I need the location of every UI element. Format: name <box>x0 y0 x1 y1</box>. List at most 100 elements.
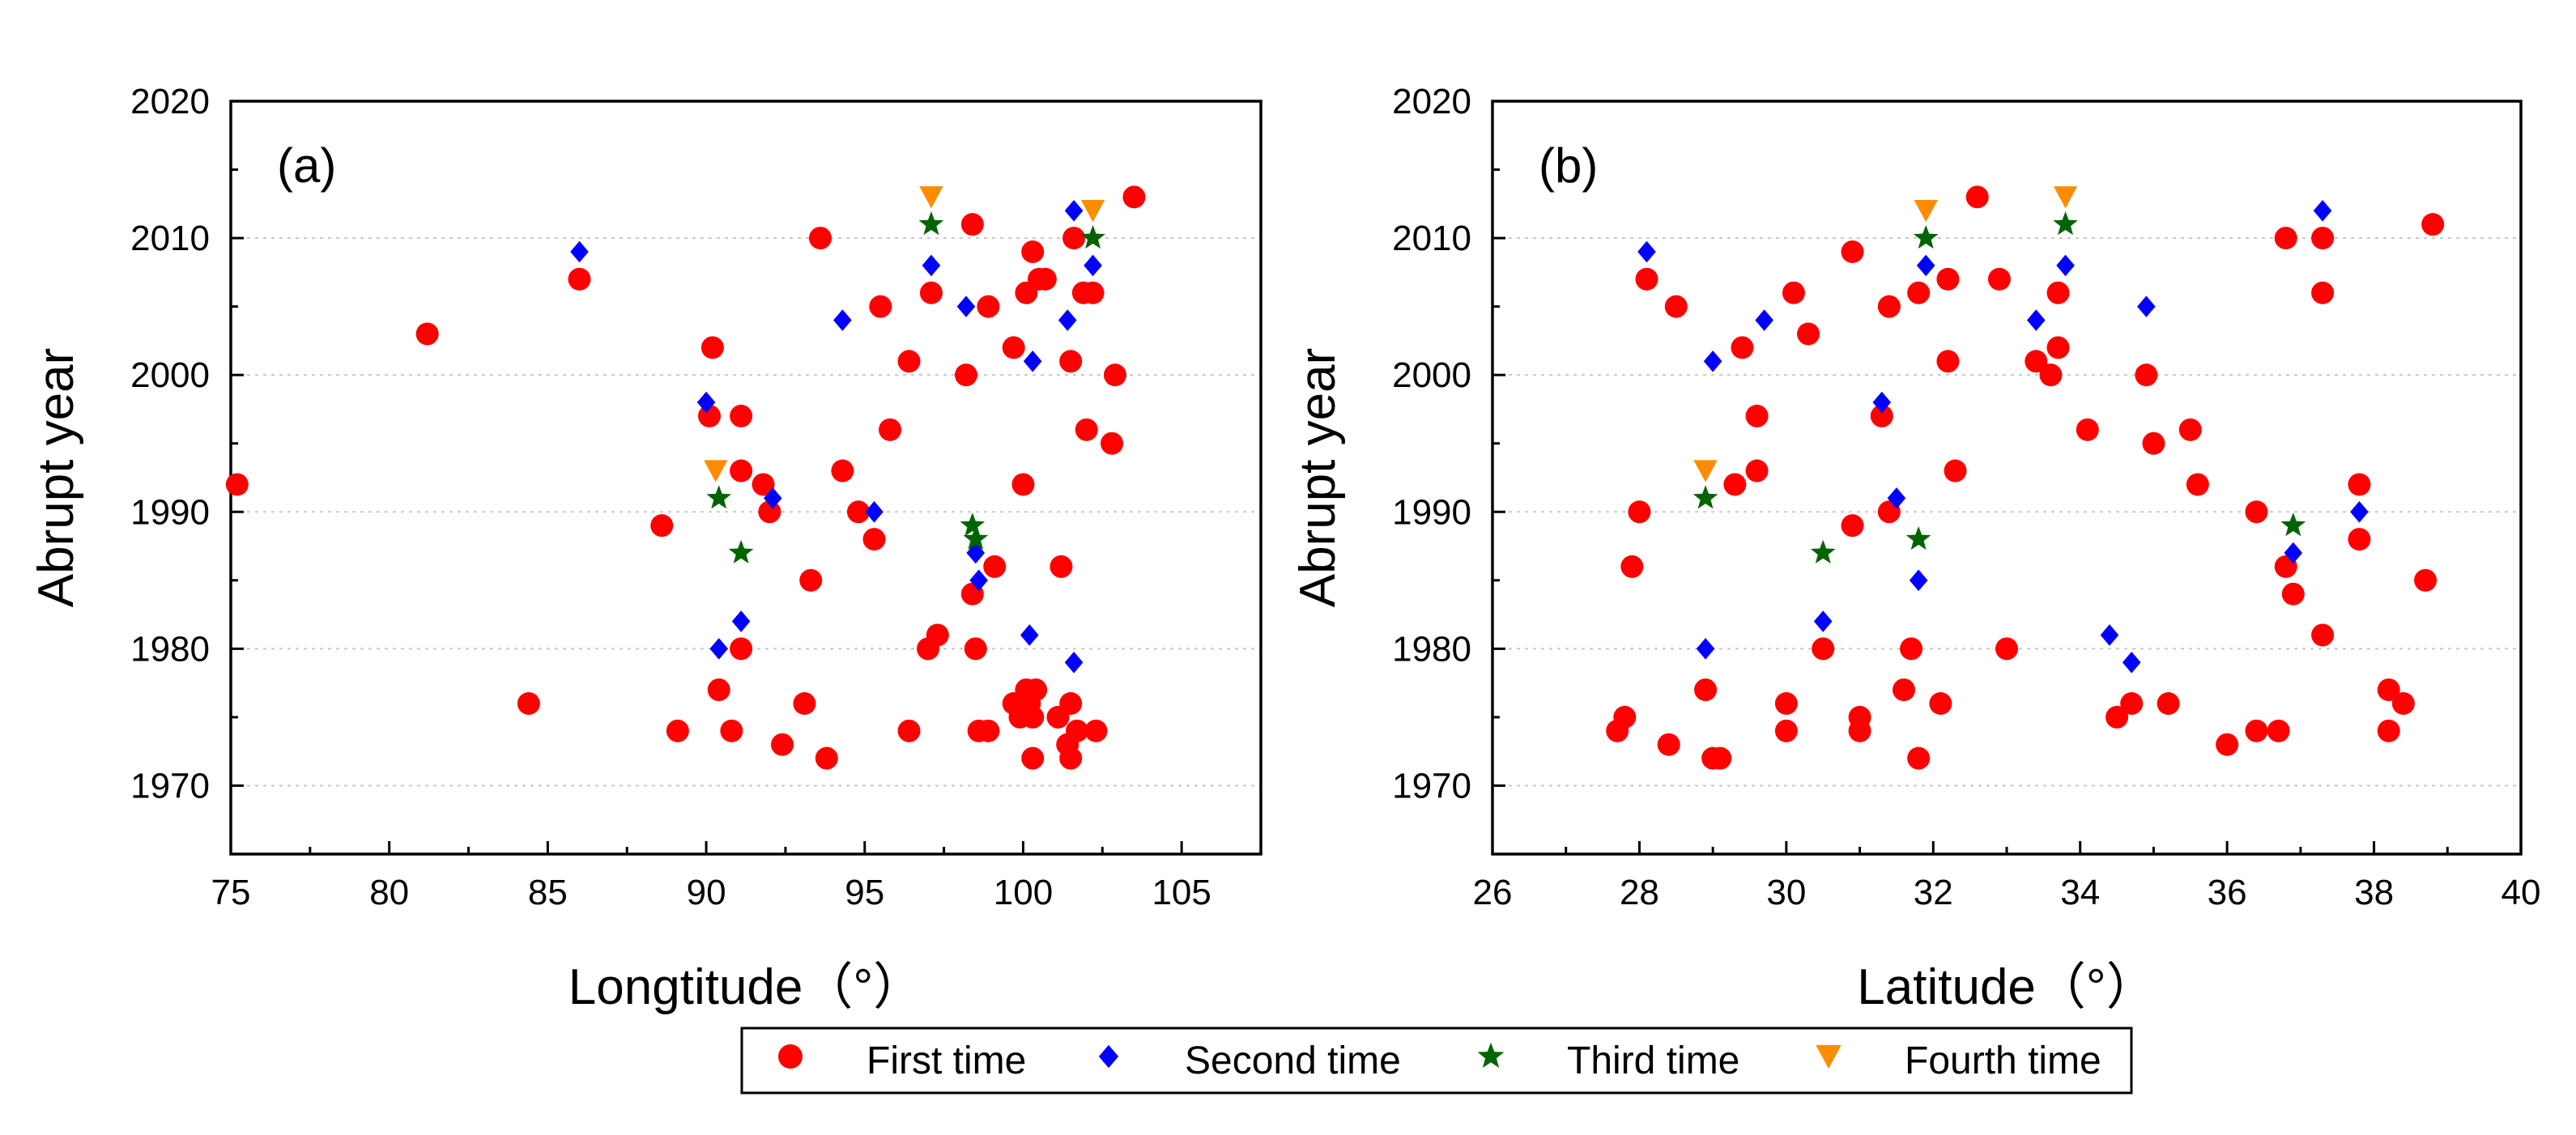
data-point <box>1696 638 1715 660</box>
x-tick-label: 90 <box>687 873 726 912</box>
data-point <box>869 295 892 318</box>
data-point <box>2313 199 2332 222</box>
data-point <box>977 295 1000 318</box>
x-tick-label: 30 <box>1766 873 1806 912</box>
data-point <box>1628 500 1651 524</box>
data-point <box>1893 678 1915 702</box>
x-tick-label: 85 <box>528 873 568 912</box>
x-axis-title: Latitude（°） <box>1857 959 2156 1015</box>
series-fourth-time <box>704 186 1105 482</box>
data-point <box>897 350 921 373</box>
data-point <box>1841 240 1864 263</box>
data-point <box>1731 336 1754 359</box>
data-point <box>1059 746 1083 770</box>
data-point <box>728 539 754 564</box>
series-third-time <box>1692 211 2306 564</box>
data-point <box>2348 473 2371 496</box>
panel-b: 1970 1980 1990 2000 2010 2020 26 28 30 32 34 36 38 40… <box>1290 82 2540 1015</box>
y-tick-label: 2010 <box>1392 219 1471 258</box>
data-point <box>2377 678 2400 702</box>
data-point <box>720 719 743 742</box>
data-point <box>2311 227 2335 250</box>
data-point <box>1657 733 1680 756</box>
data-point <box>1877 295 1901 318</box>
data-point <box>1080 224 1105 249</box>
data-point <box>926 623 949 647</box>
series-second-time <box>570 199 1102 674</box>
data-point <box>1870 404 1893 427</box>
data-point <box>956 295 976 317</box>
data-point <box>2267 719 2290 742</box>
data-point <box>2053 211 2078 236</box>
data-point <box>1995 637 2018 661</box>
data-point <box>1916 254 1935 277</box>
data-point <box>2421 213 2445 236</box>
data-point <box>2053 186 2078 209</box>
data-point <box>2414 568 2438 592</box>
data-point <box>2026 309 2046 331</box>
panel-label: (b) <box>1539 138 1598 193</box>
data-point <box>2178 418 2202 441</box>
data-point <box>1059 350 1083 373</box>
data-point <box>1080 200 1105 223</box>
data-point <box>763 487 782 509</box>
legend-label: Third time <box>1567 1039 1739 1082</box>
y-tick-label: 2010 <box>130 219 210 258</box>
data-point <box>771 733 794 756</box>
triangle-down-icon <box>1816 1044 1842 1069</box>
data-point <box>2056 254 2075 277</box>
data-point <box>1774 692 1798 715</box>
data-point <box>1692 485 1718 509</box>
data-point <box>1075 418 1098 441</box>
data-point <box>1062 227 1086 250</box>
legend-label: Fourth time <box>1905 1039 2101 1082</box>
data-point <box>2348 528 2371 551</box>
data-point <box>1774 719 1798 742</box>
data-point <box>700 336 724 359</box>
data-point <box>730 637 753 661</box>
y-tick-label: 1990 <box>1392 492 1471 532</box>
data-point <box>815 746 838 770</box>
data-point <box>879 418 902 441</box>
data-point <box>707 678 730 702</box>
data-point <box>1058 309 1077 331</box>
data-point <box>1909 569 1928 592</box>
series-first-time <box>1606 185 2445 770</box>
data-point <box>1011 473 1035 496</box>
data-point <box>1745 459 1769 482</box>
data-point <box>1064 199 1084 222</box>
plot-frame <box>1491 100 2523 856</box>
data-point <box>977 719 1000 742</box>
data-point <box>2142 431 2165 455</box>
data-point <box>2120 692 2144 715</box>
series-second-time <box>1637 199 2369 674</box>
data-point <box>2245 719 2268 742</box>
legend: First time Second time Third time Fourth ti… <box>740 1027 2133 1095</box>
x-tick-label: 100 <box>994 873 1053 912</box>
data-point <box>1637 240 1656 263</box>
data-point <box>2377 719 2400 742</box>
data-point <box>568 267 591 291</box>
data-point <box>1021 705 1045 729</box>
data-point <box>1745 404 1769 427</box>
data-point <box>1709 746 1732 770</box>
data-point <box>964 637 987 661</box>
data-point <box>1694 678 1718 702</box>
y-tick-label: 2020 <box>1392 82 1471 121</box>
data-point <box>1613 705 1637 729</box>
data-point <box>919 186 943 209</box>
x-tick-label: 80 <box>369 873 409 912</box>
data-point <box>1021 746 1045 770</box>
data-point <box>2311 281 2335 304</box>
data-point <box>1002 336 1025 359</box>
x-tick-label: 26 <box>1473 873 1513 912</box>
legend-frame <box>740 1027 2133 1095</box>
data-point <box>2280 512 2306 537</box>
x-tick-label: 28 <box>1620 873 1659 912</box>
data-point <box>1913 224 1939 249</box>
data-point <box>963 525 989 550</box>
y-tick-label: 1970 <box>130 766 210 806</box>
data-point <box>1050 555 1073 578</box>
y-tick-label: 1980 <box>130 629 210 669</box>
data-point <box>1782 281 1805 304</box>
